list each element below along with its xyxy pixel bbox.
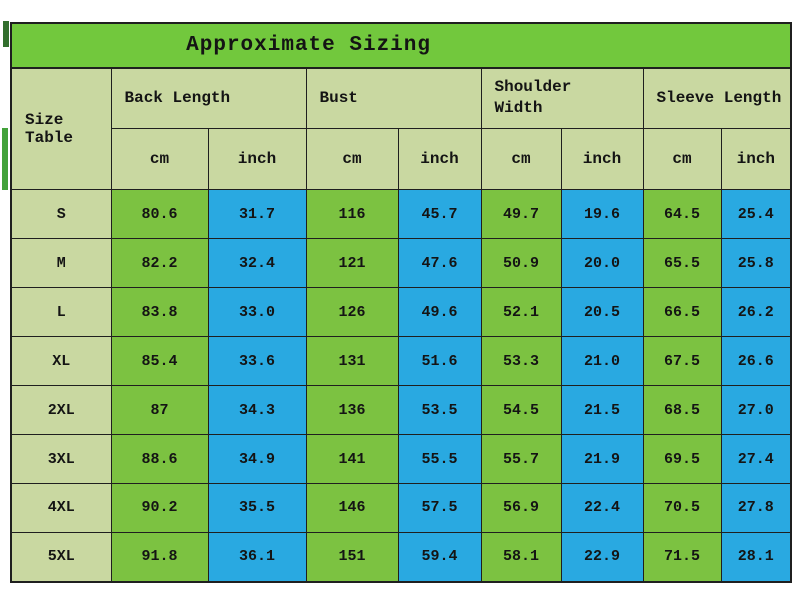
table-row-s: S 80.6 31.7 116 45.7 49.7 19.6 64.5 25.4: [10, 189, 792, 240]
value-cell: 19.6: [560, 189, 644, 240]
value-cell: 88.6: [110, 434, 209, 484]
value-cell: 53.3: [480, 336, 562, 387]
table-row-l: L 83.8 33.0 126 49.6 52.1 20.5 66.5 26.2: [10, 287, 792, 338]
value-cell: 25.8: [720, 238, 792, 289]
value-cell: 31.7: [207, 189, 307, 240]
table-row-xl: XL 85.4 33.6 131 51.6 53.3 21.0 67.5 26.…: [10, 336, 792, 387]
size-table: Approximate Sizing Size Table Back Lengt…: [10, 22, 793, 583]
value-cell: 34.9: [207, 434, 307, 484]
value-cell: 32.4: [207, 238, 307, 289]
value-cell: 121: [305, 238, 399, 289]
value-cell: 65.5: [642, 238, 722, 289]
group-header-back-length: Back Length: [110, 67, 307, 130]
value-cell: 45.7: [397, 189, 482, 240]
value-cell: 82.2: [110, 238, 209, 289]
value-cell: 55.7: [480, 434, 562, 484]
unit-header-bust-cm: cm: [305, 128, 399, 191]
value-cell: 53.5: [397, 385, 482, 436]
table-row-4xl: 4XL 90.2 35.5 146 57.5 56.9 22.4 70.5 27…: [10, 482, 792, 533]
value-cell: 20.5: [560, 287, 644, 338]
size-cell: XL: [10, 336, 112, 387]
table-row-m: M 82.2 32.4 121 47.6 50.9 20.0 65.5 25.8: [10, 238, 792, 289]
value-cell: 80.6: [110, 189, 209, 240]
value-cell: 49.6: [397, 287, 482, 338]
value-cell: 126: [305, 287, 399, 338]
value-cell: 50.9: [480, 238, 562, 289]
value-cell: 83.8: [110, 287, 209, 338]
value-cell: 56.9: [480, 482, 562, 533]
value-cell: 87: [110, 385, 209, 436]
value-cell: 68.5: [642, 385, 722, 436]
group-header-shoulder-width: Shoulder Width: [480, 67, 644, 130]
value-cell: 34.3: [207, 385, 307, 436]
value-cell: 51.6: [397, 336, 482, 387]
group-header-sleeve-length: Sleeve Length: [642, 67, 792, 130]
value-cell: 20.0: [560, 238, 644, 289]
size-cell: 2XL: [10, 385, 112, 436]
value-cell: 136: [305, 385, 399, 436]
unit-header-back-inch: inch: [207, 128, 307, 191]
table-row-3xl: 3XL 88.6 34.9 141 55.5 55.7 21.9 69.5 27…: [10, 434, 792, 484]
value-cell: 21.5: [560, 385, 644, 436]
value-cell: 22.4: [560, 482, 644, 533]
value-cell: 54.5: [480, 385, 562, 436]
value-cell: 151: [305, 531, 399, 583]
table-title: Approximate Sizing: [10, 22, 792, 69]
value-cell: 59.4: [397, 531, 482, 583]
unit-header-shoulder-inch: inch: [560, 128, 644, 191]
value-cell: 69.5: [642, 434, 722, 484]
value-cell: 90.2: [110, 482, 209, 533]
value-cell: 58.1: [480, 531, 562, 583]
value-cell: 21.9: [560, 434, 644, 484]
value-cell: 33.0: [207, 287, 307, 338]
unit-header-shoulder-cm: cm: [480, 128, 562, 191]
table-row-2xl: 2XL 87 34.3 136 53.5 54.5 21.5 68.5 27.0: [10, 385, 792, 436]
size-cell: 4XL: [10, 482, 112, 533]
value-cell: 131: [305, 336, 399, 387]
unit-header-bust-inch: inch: [397, 128, 482, 191]
size-cell: S: [10, 189, 112, 240]
unit-header-back-cm: cm: [110, 128, 209, 191]
group-header-bust: Bust: [305, 67, 482, 130]
corner-header-size-table: Size Table: [10, 67, 112, 191]
size-cell: M: [10, 238, 112, 289]
value-cell: 27.8: [720, 482, 792, 533]
value-cell: 36.1: [207, 531, 307, 583]
value-cell: 27.4: [720, 434, 792, 484]
value-cell: 57.5: [397, 482, 482, 533]
value-cell: 21.0: [560, 336, 644, 387]
group-header-shoulder-width-label: Shoulder Width: [494, 77, 572, 118]
size-cell: 5XL: [10, 531, 112, 583]
value-cell: 22.9: [560, 531, 644, 583]
value-cell: 116: [305, 189, 399, 240]
size-cell: 3XL: [10, 434, 112, 484]
value-cell: 26.6: [720, 336, 792, 387]
left-edge-decoration-top: [3, 21, 9, 47]
size-cell: L: [10, 287, 112, 338]
value-cell: 27.0: [720, 385, 792, 436]
value-cell: 55.5: [397, 434, 482, 484]
value-cell: 33.6: [207, 336, 307, 387]
value-cell: 25.4: [720, 189, 792, 240]
value-cell: 67.5: [642, 336, 722, 387]
value-cell: 71.5: [642, 531, 722, 583]
value-cell: 35.5: [207, 482, 307, 533]
value-cell: 49.7: [480, 189, 562, 240]
value-cell: 146: [305, 482, 399, 533]
value-cell: 47.6: [397, 238, 482, 289]
unit-header-sleeve-inch: inch: [720, 128, 792, 191]
value-cell: 66.5: [642, 287, 722, 338]
left-edge-decoration-strip: [2, 128, 8, 190]
value-cell: 141: [305, 434, 399, 484]
unit-header-sleeve-cm: cm: [642, 128, 722, 191]
value-cell: 70.5: [642, 482, 722, 533]
value-cell: 85.4: [110, 336, 209, 387]
value-cell: 52.1: [480, 287, 562, 338]
value-cell: 28.1: [720, 531, 792, 583]
table-row-5xl: 5XL 91.8 36.1 151 59.4 58.1 22.9 71.5 28…: [10, 531, 792, 583]
value-cell: 64.5: [642, 189, 722, 240]
value-cell: 26.2: [720, 287, 792, 338]
value-cell: 91.8: [110, 531, 209, 583]
